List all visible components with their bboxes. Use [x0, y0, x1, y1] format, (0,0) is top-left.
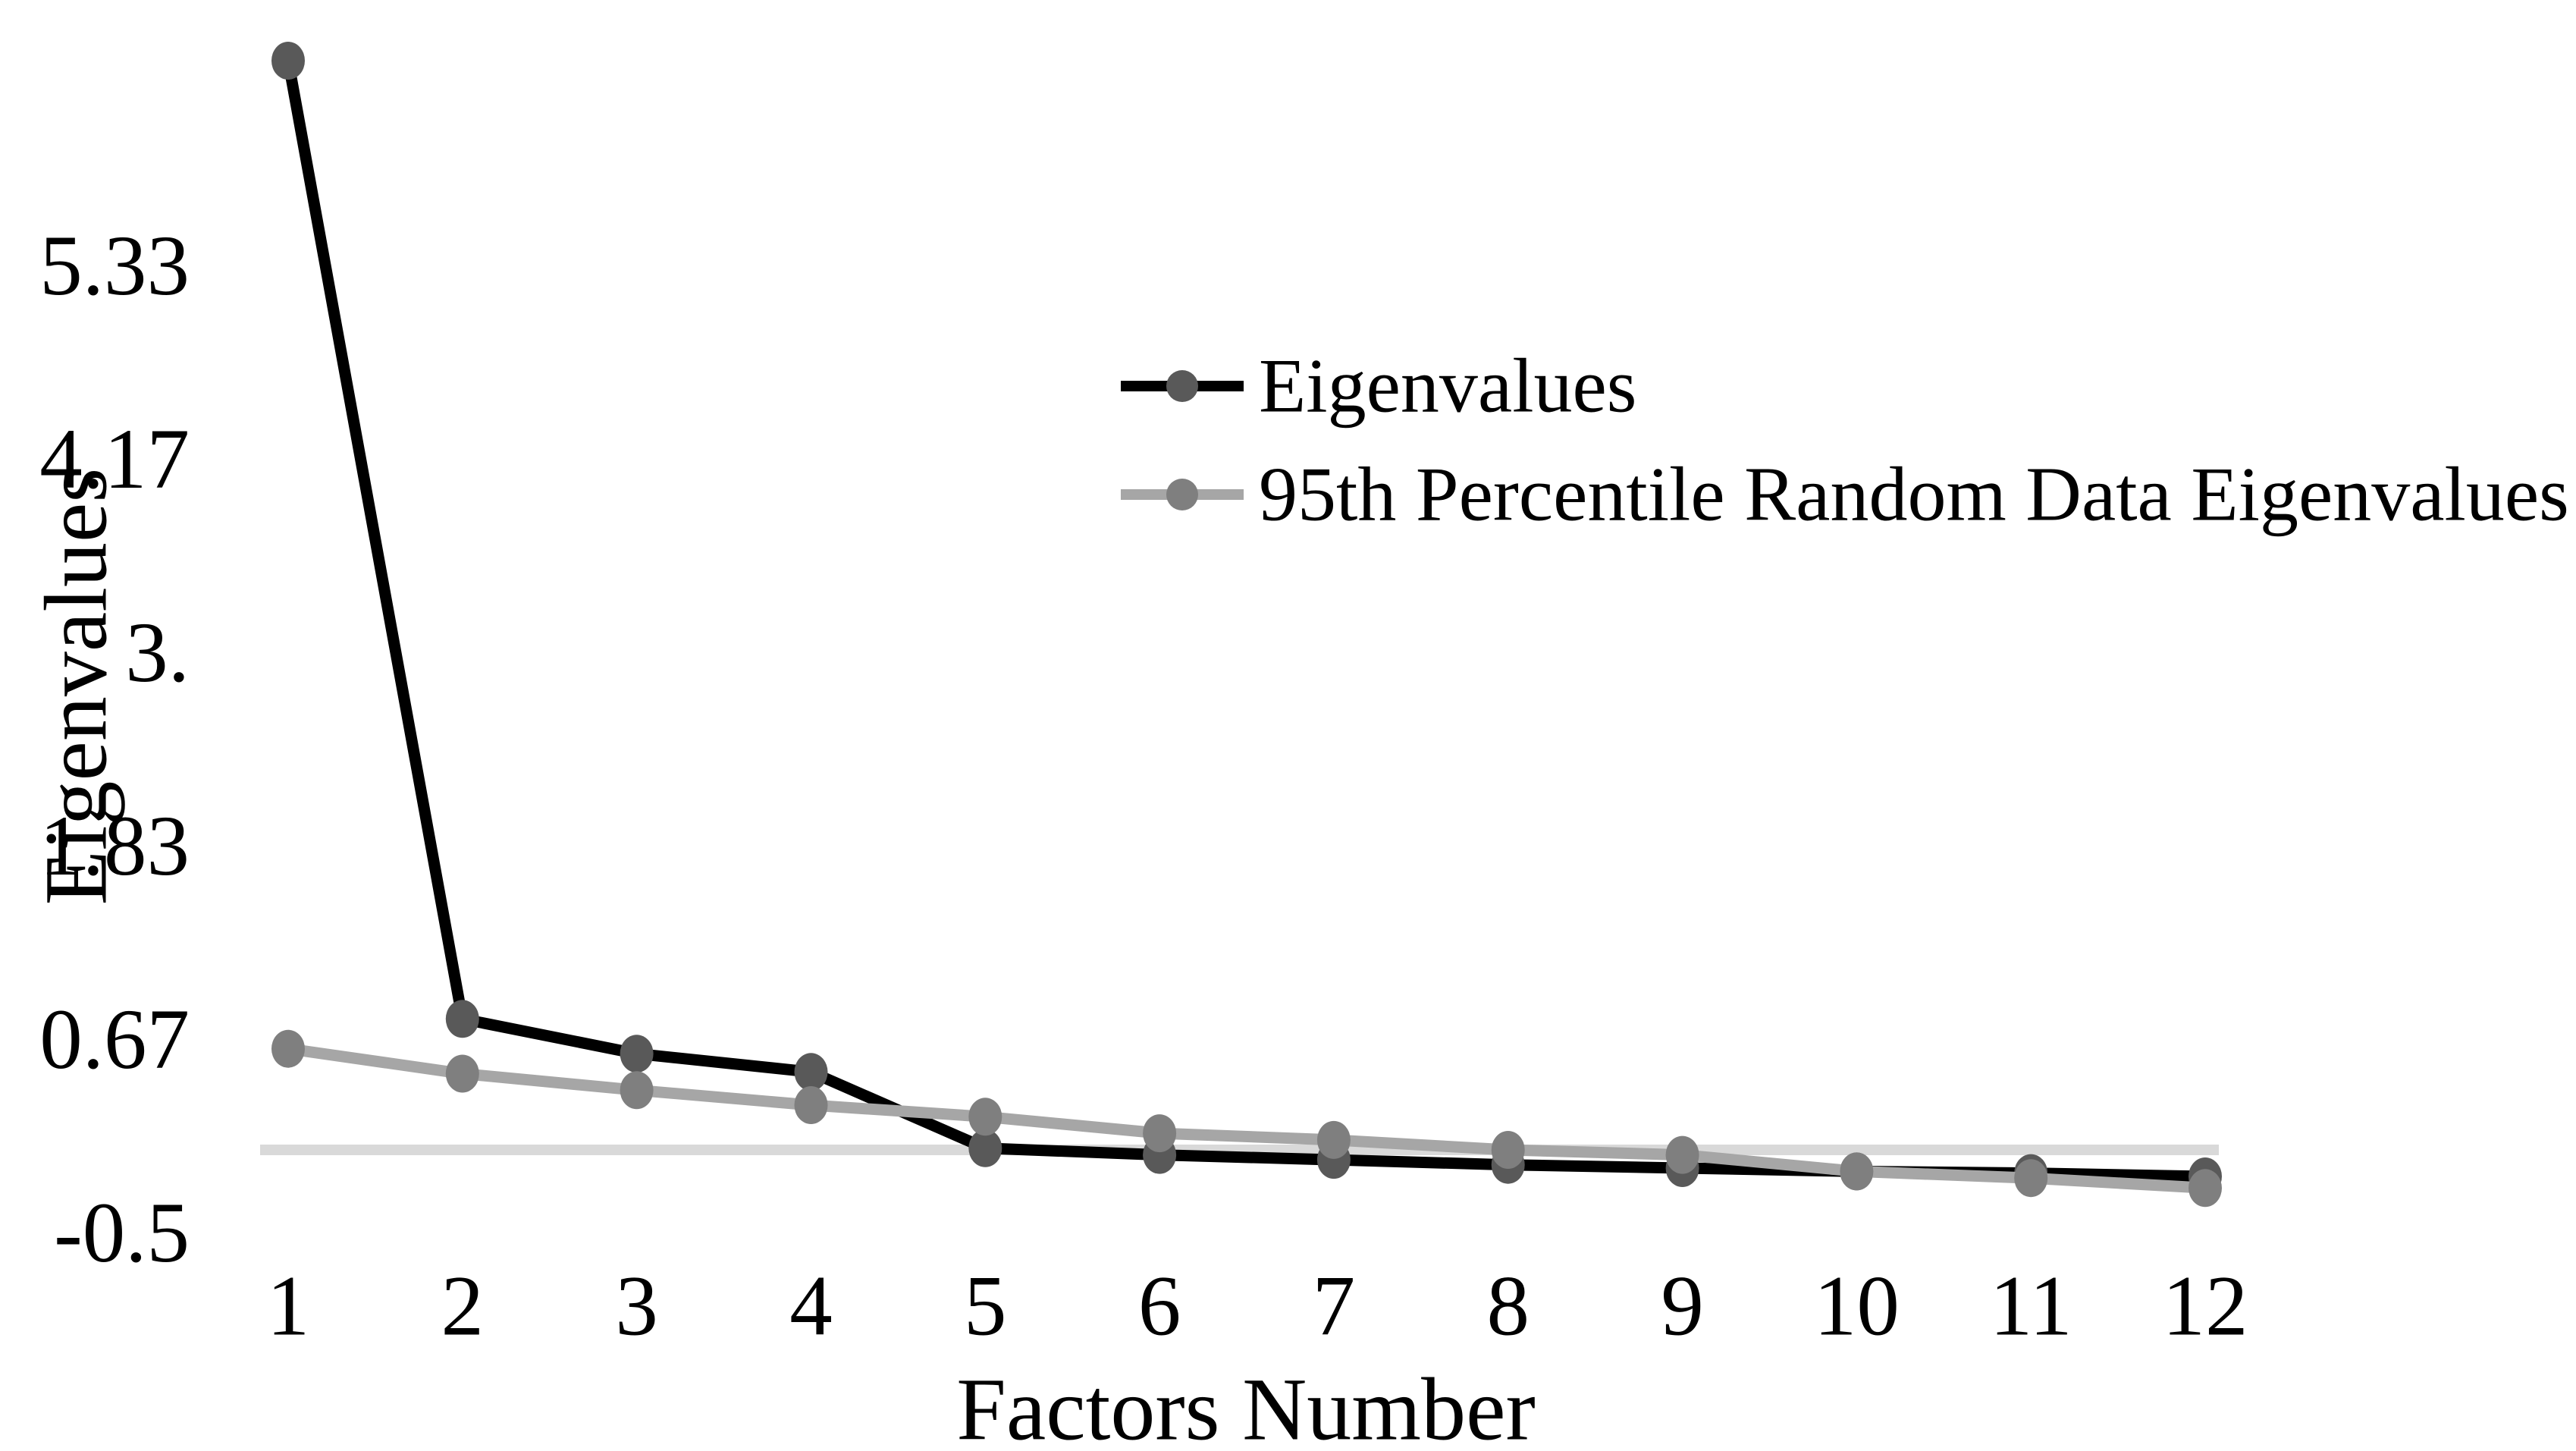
y-tick-label: 3. [125, 605, 190, 700]
x-tick-label: 2 [441, 1259, 485, 1354]
data-point-marker-factor-1 [271, 1029, 305, 1068]
legend-label-eigenvalues: Eigenvalues [1259, 344, 1637, 429]
x-tick-label: 10 [1814, 1259, 1900, 1354]
x-tick-label: 5 [964, 1259, 1007, 1354]
x-tick-label: 8 [1486, 1259, 1530, 1354]
legend-item-random-eigenvalues: 95th Percentile Random Data Eigenvalues [1121, 452, 2569, 538]
legend-item-eigenvalues: Eigenvalues [1121, 344, 1637, 429]
x-axis-tick-labels: 1 2 3 4 5 6 7 8 9 10 11 12 [267, 1259, 2248, 1354]
legend-marker-eigenvalues-icon [1166, 370, 1198, 402]
data-point-marker-factor-7 [1316, 1120, 1351, 1159]
series-layer [271, 42, 2222, 1208]
data-point-marker-factor-11 [2014, 1159, 2048, 1198]
data-point-marker-factor-3 [620, 1071, 654, 1110]
data-point-marker-factor-5 [968, 1098, 1002, 1136]
y-tick-label: -0.5 [54, 1186, 190, 1280]
data-point-marker-factor-3 [620, 1035, 654, 1073]
legend-marker-random-icon [1166, 479, 1198, 510]
x-tick-label: 6 [1138, 1259, 1181, 1354]
x-tick-label: 1 [267, 1259, 310, 1354]
data-point-marker-factor-2 [445, 1000, 479, 1038]
series-eigenvalues [271, 42, 2222, 1195]
data-point-marker-factor-2 [445, 1054, 479, 1093]
data-point-marker-factor-4 [794, 1053, 828, 1091]
y-tick-label: 1.83 [39, 799, 190, 894]
x-tick-label: 3 [615, 1259, 658, 1354]
data-point-marker-factor-6 [1143, 1114, 1177, 1153]
x-tick-label: 7 [1313, 1259, 1356, 1354]
y-tick-label: 5.33 [39, 218, 190, 313]
y-tick-label: 0.67 [39, 992, 190, 1087]
data-point-marker-factor-9 [1665, 1135, 1699, 1174]
legend: Eigenvalues 95th Percentile Random Data … [1121, 344, 2569, 538]
data-point-marker-factor-8 [1491, 1131, 1525, 1169]
y-tick-label: 4.17 [39, 412, 190, 507]
x-tick-label: 11 [1990, 1259, 2072, 1354]
x-tick-label: 9 [1661, 1259, 1704, 1354]
y-axis-title: Eigenvalues [27, 468, 126, 906]
series-line [282, 59, 2206, 1182]
data-point-marker-factor-12 [2189, 1169, 2222, 1208]
x-tick-label: 12 [2163, 1259, 2248, 1354]
x-tick-label: 4 [789, 1259, 833, 1354]
data-point-marker-factor-4 [794, 1086, 828, 1124]
series-line [287, 1043, 2206, 1194]
data-point-marker-factor-10 [1840, 1152, 1874, 1191]
y-axis-tick-labels: 5.33 4.17 3. 1.83 0.67 -0.5 [39, 218, 190, 1280]
legend-label-random: 95th Percentile Random Data Eigenvalues [1259, 452, 2569, 538]
data-point-marker-factor-5 [968, 1129, 1002, 1167]
x-axis-title: Factors Number [956, 1360, 1536, 1451]
data-point-marker-factor-1 [271, 42, 305, 80]
series-random-data [271, 1029, 2222, 1208]
